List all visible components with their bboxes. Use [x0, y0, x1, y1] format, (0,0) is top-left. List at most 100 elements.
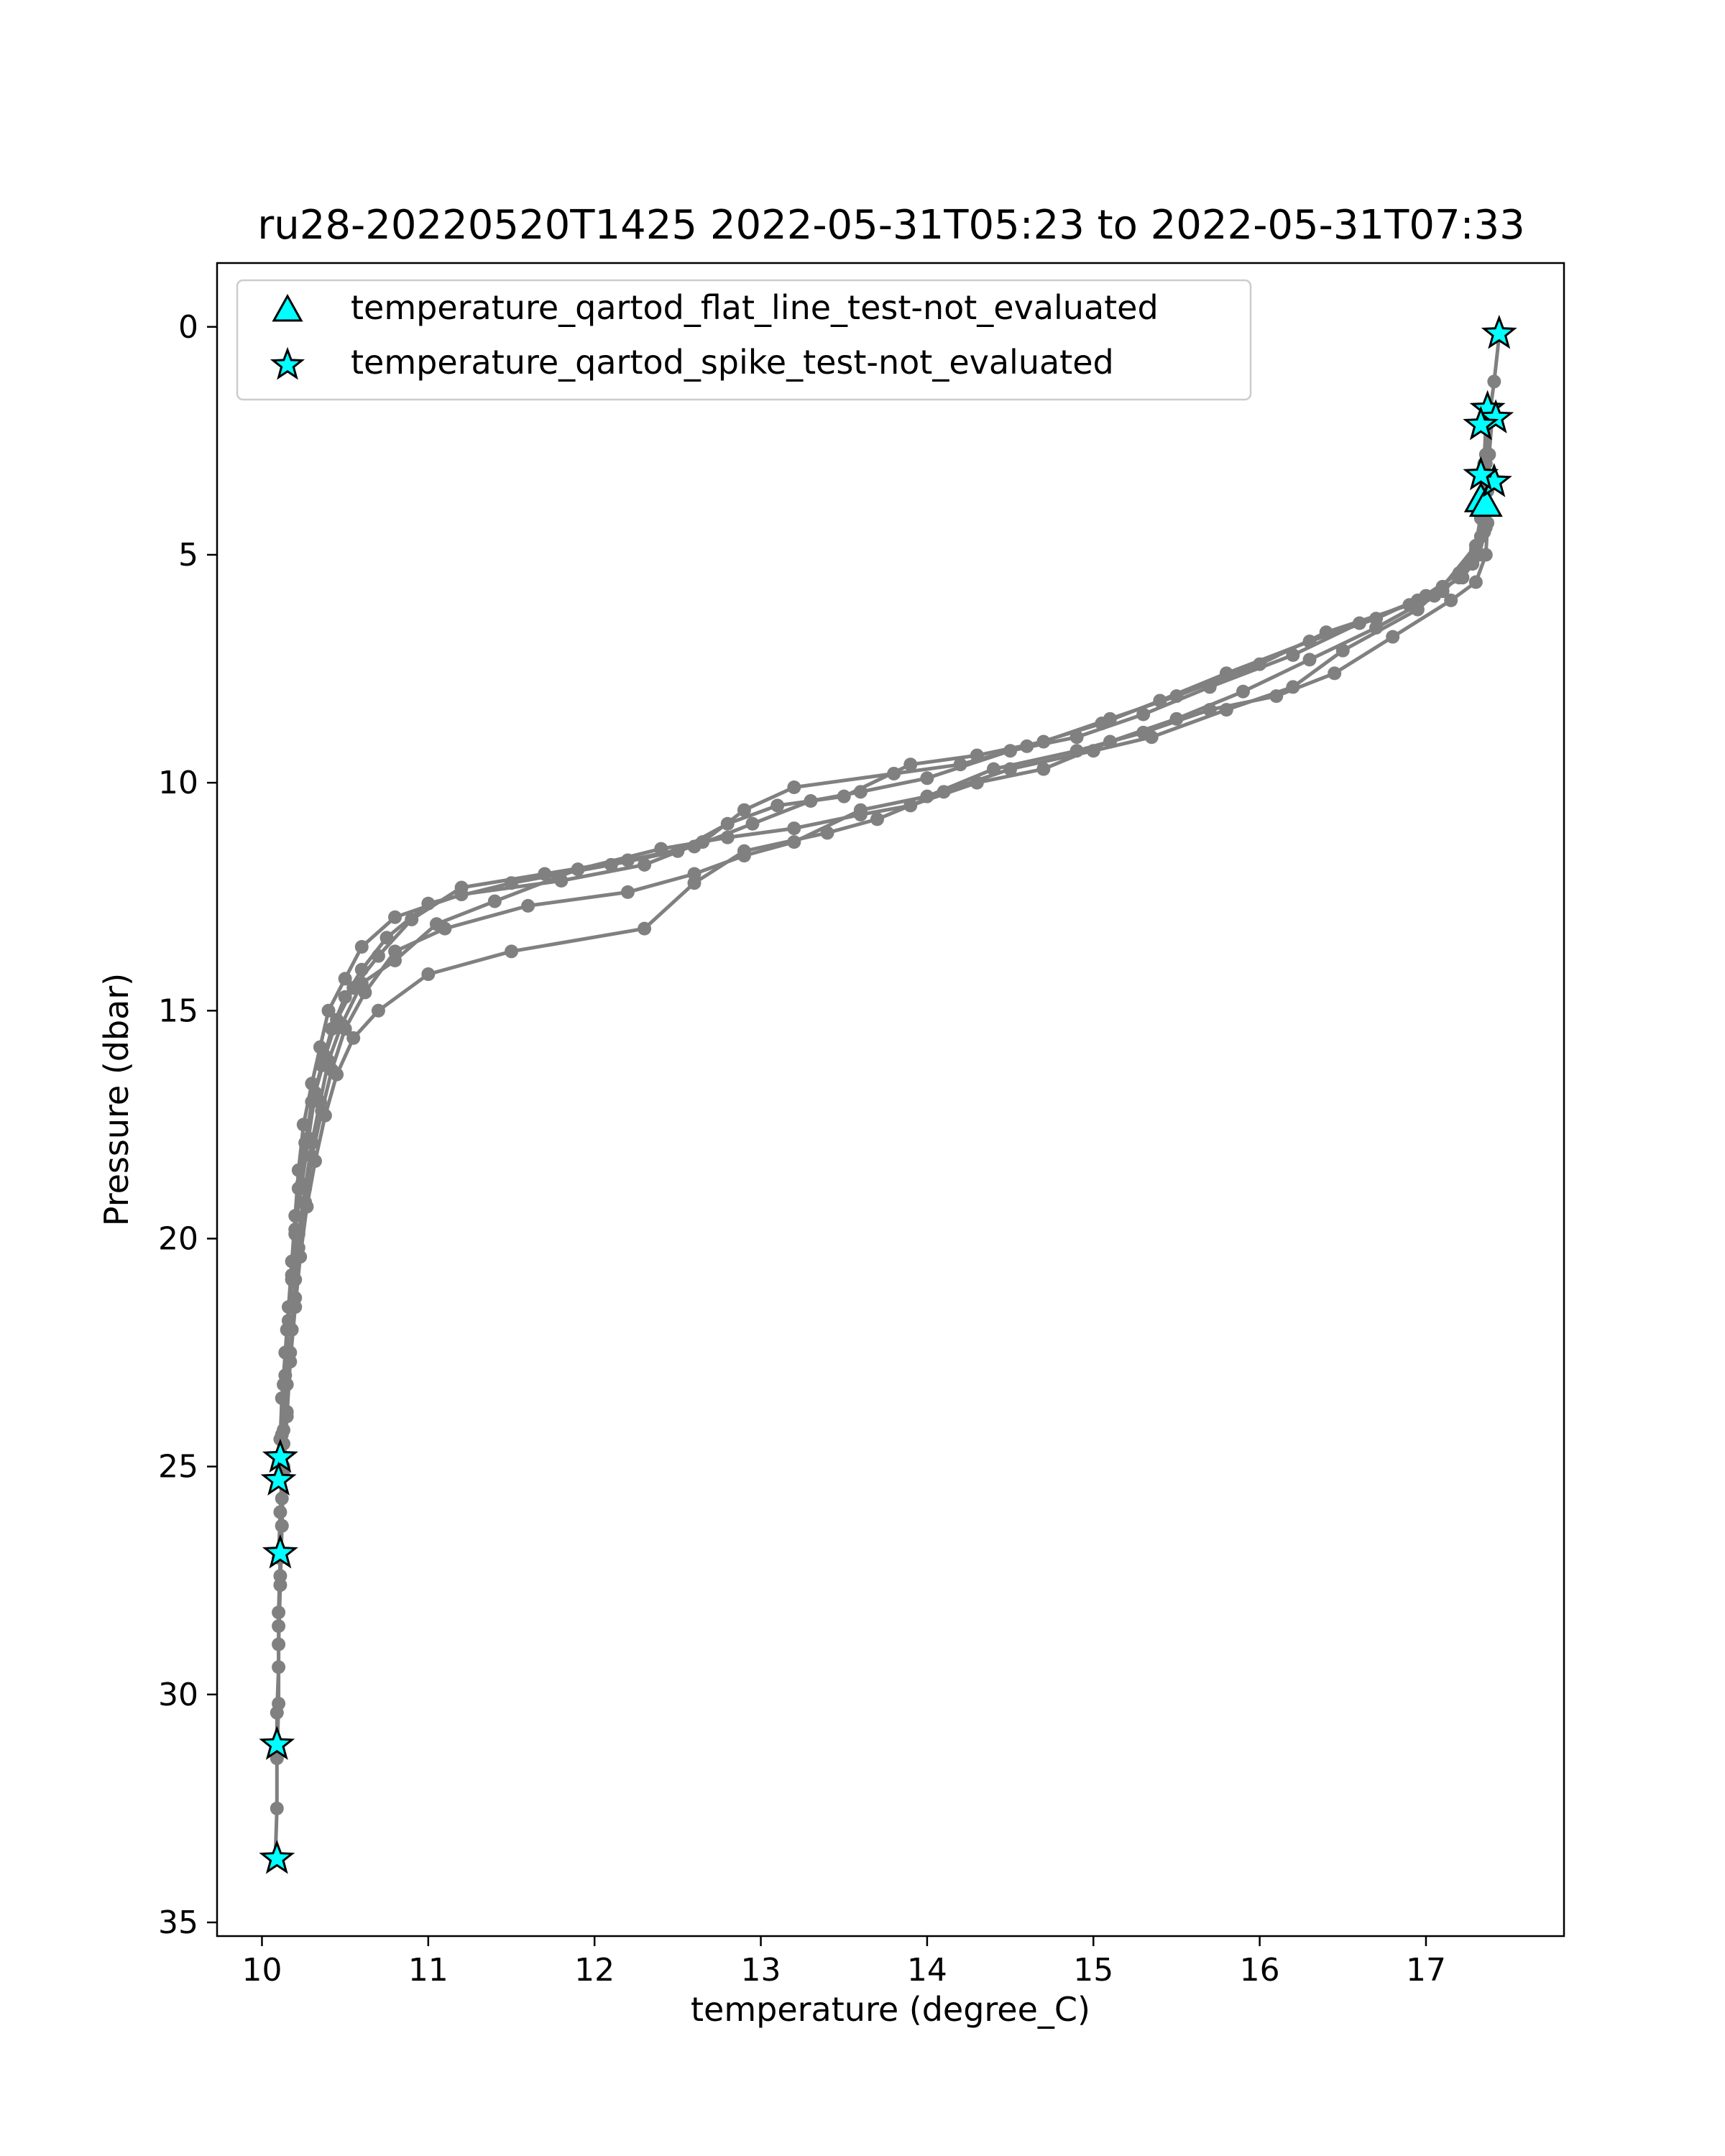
y-tick-label: 20	[158, 1220, 198, 1257]
profile-point	[296, 1118, 310, 1132]
profile-point	[1003, 744, 1018, 758]
profile-point	[1036, 762, 1051, 776]
profile-point	[687, 839, 702, 854]
profile-point	[275, 1391, 289, 1405]
profile-line	[277, 422, 1488, 1626]
profile-point	[1269, 689, 1284, 704]
profile-point	[920, 771, 934, 786]
profile-point	[487, 894, 502, 908]
profile-point	[305, 1135, 319, 1150]
profile-lines	[273, 336, 1501, 1859]
profile-points	[268, 328, 1506, 1866]
profile-point	[1302, 634, 1317, 648]
legend: temperature_qartod_flat_line_test-not_ev…	[236, 279, 1252, 401]
profile-point	[638, 857, 652, 872]
y-axis: 0 5 10 15 20 25 30 35	[158, 309, 217, 1941]
profile-point	[288, 1273, 303, 1287]
spike-flag-marker	[259, 1726, 295, 1760]
legend-star-shape	[270, 346, 305, 380]
profile-point	[1136, 707, 1151, 722]
profile-point	[853, 803, 868, 817]
spike-flag-marker	[1463, 405, 1499, 441]
profile-point	[371, 1003, 385, 1018]
profile-point	[1219, 666, 1233, 681]
profile-point	[554, 874, 569, 888]
y-tick-label: 15	[158, 992, 198, 1029]
profile-point	[300, 1199, 314, 1214]
profile-point	[887, 766, 901, 780]
y-tick-label: 5	[178, 537, 198, 573]
x-tick-label: 16	[1240, 1952, 1280, 1989]
spike-flag-marker	[259, 1839, 295, 1874]
profile-point	[293, 1250, 308, 1264]
profile-point	[638, 921, 652, 936]
profile-point	[1427, 589, 1442, 603]
profile-point	[272, 1660, 286, 1674]
profile-point	[1435, 579, 1450, 594]
profile-line	[277, 422, 1490, 1558]
profile-point	[737, 844, 751, 858]
profile-point	[1452, 571, 1466, 585]
spike-flag-marker	[1478, 399, 1514, 433]
y-tick-label: 30	[158, 1677, 198, 1713]
profile-point	[671, 844, 685, 858]
x-tick-label: 14	[907, 1952, 947, 1989]
y-tick-label: 10	[158, 765, 198, 801]
profile-point	[330, 1067, 344, 1082]
profile-point	[285, 1322, 299, 1337]
profile-point	[1103, 734, 1117, 749]
y-tick-label: 0	[178, 309, 198, 346]
profile-point	[421, 967, 436, 982]
profile-point	[272, 1606, 286, 1620]
legend-triangle-shape	[272, 293, 303, 322]
profile-point	[354, 939, 369, 954]
profile-point	[405, 912, 419, 926]
profile-point	[1369, 620, 1384, 635]
profile-point	[505, 944, 519, 959]
profile-point	[1236, 684, 1250, 699]
profile-point	[505, 876, 519, 890]
profile-point	[986, 762, 1000, 776]
profile-point	[1286, 680, 1300, 694]
profile-point	[358, 985, 372, 1000]
profile-point	[1070, 744, 1084, 758]
profile-point	[521, 898, 535, 913]
profile-point	[820, 826, 834, 840]
profile-point	[720, 816, 735, 831]
profile-point	[770, 798, 785, 813]
profile-point	[1103, 711, 1117, 726]
profile-point	[1319, 625, 1333, 640]
profile-point	[1487, 374, 1501, 389]
profile-point	[937, 785, 951, 799]
profile-point	[1468, 575, 1483, 589]
profile-point	[270, 1801, 284, 1815]
profile-point	[318, 1108, 332, 1123]
profile-point	[1219, 703, 1233, 717]
profile-point	[720, 830, 735, 844]
profile-point	[1481, 516, 1495, 530]
profile-point	[620, 853, 635, 867]
profile-line	[275, 476, 1486, 1745]
chart-title: ru28-20220520T1425 2022-05-31T05:23 to 2…	[257, 202, 1524, 249]
x-tick-label: 13	[741, 1952, 781, 1989]
profile-point	[288, 1300, 303, 1314]
profile-point	[1169, 711, 1184, 726]
plot-area	[216, 262, 1565, 1938]
profile-point	[421, 896, 436, 911]
profile-point	[1036, 734, 1051, 749]
spike-flag-marker	[1463, 456, 1499, 491]
profile-point	[1153, 694, 1167, 708]
profile-point	[380, 931, 394, 945]
profile-point	[1352, 616, 1366, 630]
profile-point	[654, 842, 668, 856]
profile-point	[787, 821, 801, 836]
profile-point	[571, 862, 585, 877]
profile-point	[273, 1569, 288, 1583]
profile-point	[538, 867, 552, 881]
profile-point	[283, 1355, 298, 1369]
y-axis-label: Pressure (dbar)	[97, 973, 136, 1226]
profile-point	[787, 780, 801, 794]
profile-point	[903, 757, 918, 772]
legend-box	[236, 279, 1252, 401]
